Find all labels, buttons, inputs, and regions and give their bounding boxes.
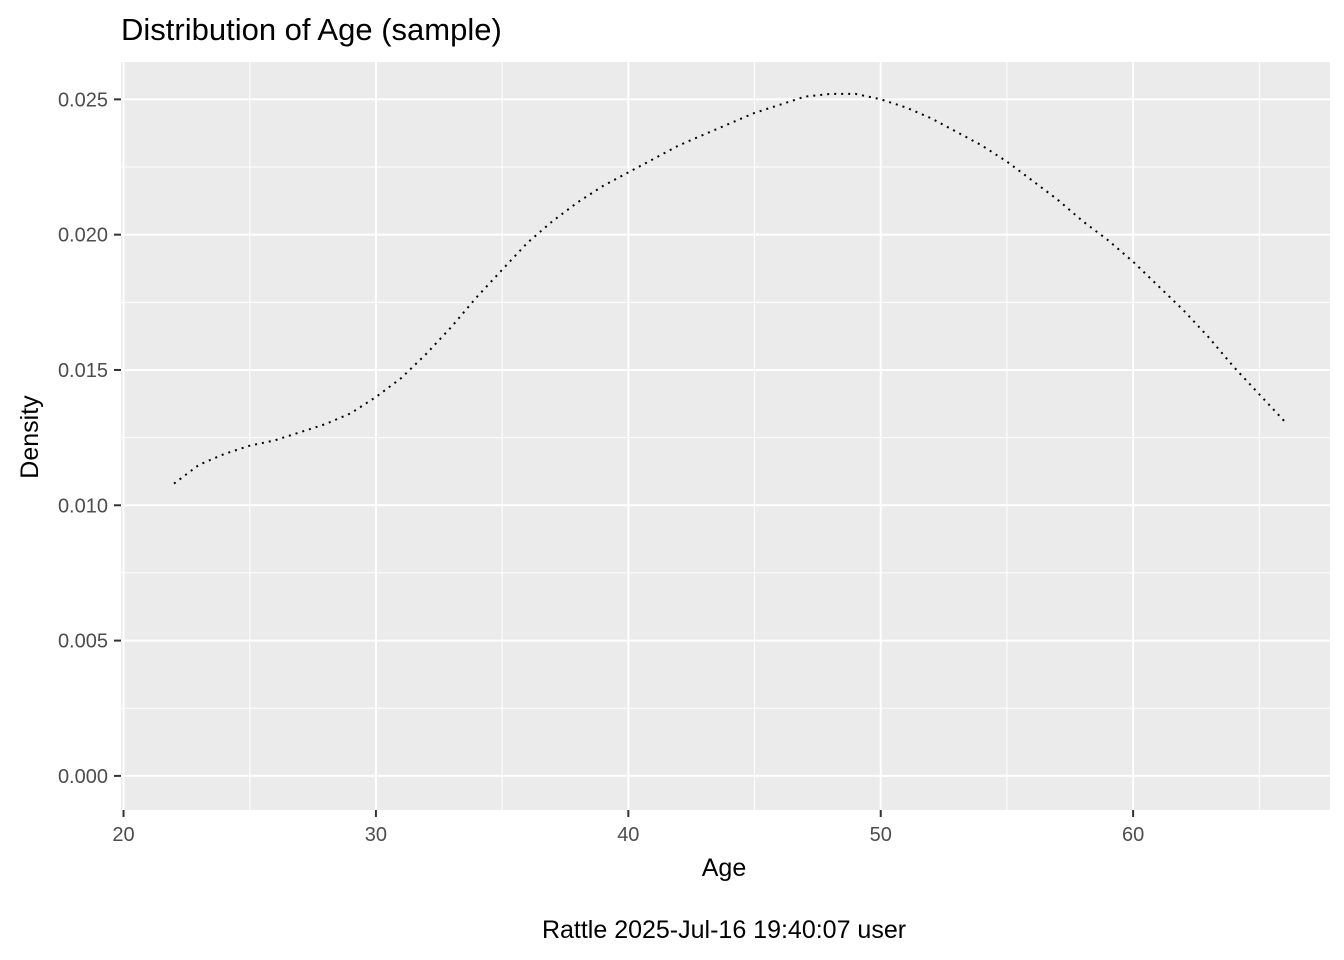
- x-tick-label: 50: [870, 824, 892, 846]
- x-tick-label: 30: [365, 824, 387, 846]
- y-tick-label: 0.015: [58, 360, 108, 382]
- chart-caption: Rattle 2025-Jul-16 19:40:07 user: [542, 916, 906, 944]
- y-tick-label: 0.000: [58, 766, 108, 788]
- plot-panel: [121, 62, 1330, 810]
- x-tick-label: 60: [1122, 824, 1144, 846]
- y-tick-label: 0.025: [58, 89, 108, 111]
- y-axis: 0.000 0.005 0.010 0.015 0.020 0.025: [58, 89, 121, 788]
- y-tick-label: 0.020: [58, 225, 108, 247]
- y-tick-label: 0.010: [58, 495, 108, 517]
- x-tick-label: 20: [112, 824, 134, 846]
- minor-gridlines: [121, 62, 1330, 810]
- x-axis-title: Age: [702, 854, 746, 882]
- chart-title: Distribution of Age (sample): [121, 12, 502, 47]
- y-axis-title: Density: [16, 395, 44, 479]
- major-gridlines: [121, 62, 1330, 810]
- y-tick-label: 0.005: [58, 631, 108, 653]
- x-axis: 20 30 40 50 60: [112, 810, 1144, 846]
- x-tick-label: 40: [617, 824, 639, 846]
